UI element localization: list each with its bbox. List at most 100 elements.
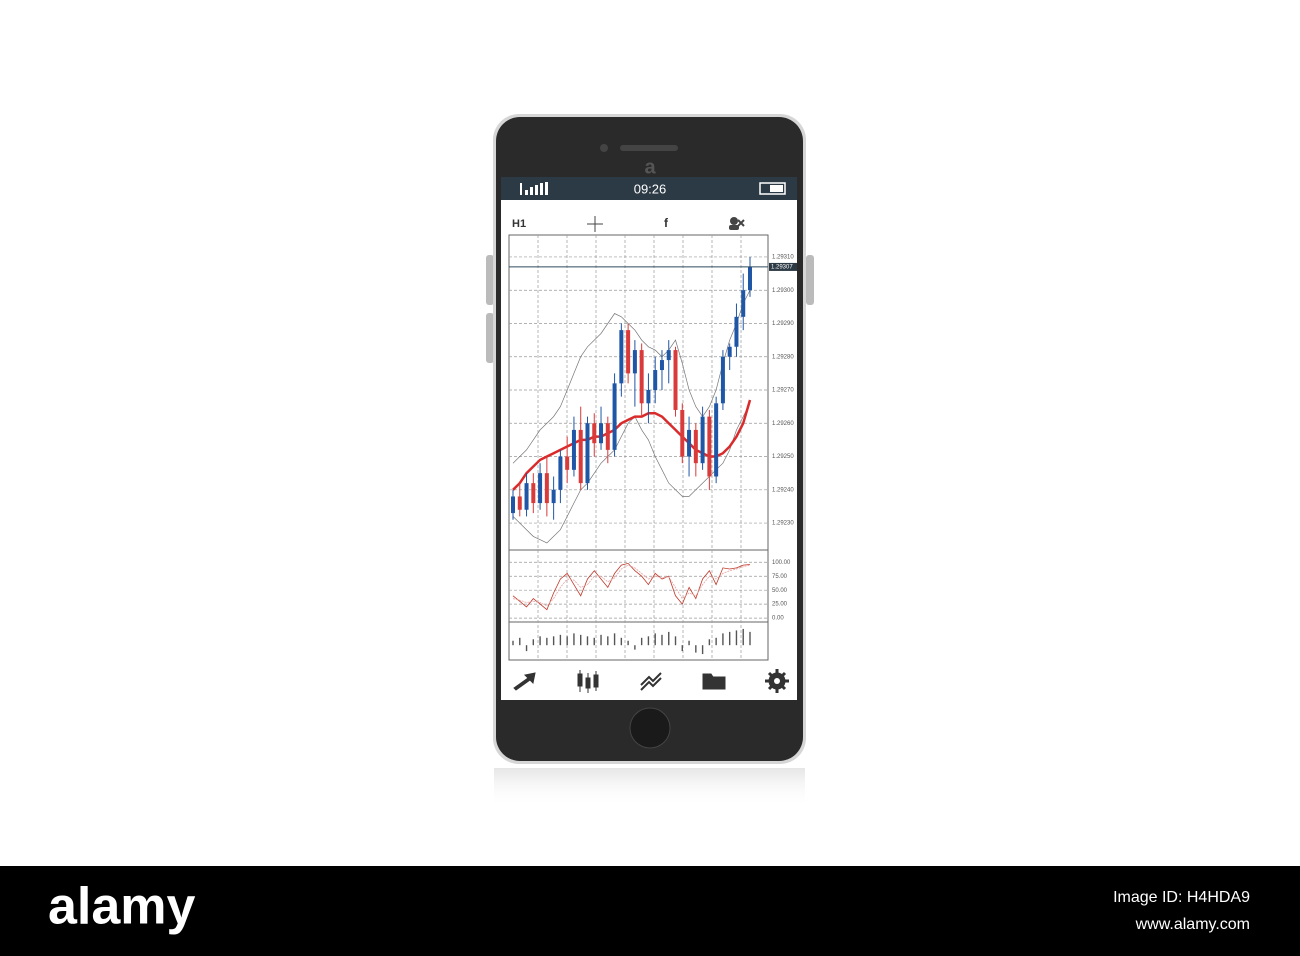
chart-frame bbox=[508, 234, 769, 661]
y-tick-label: 1.29250 bbox=[772, 454, 794, 460]
y-tick-label: 1.29240 bbox=[772, 487, 794, 493]
band-line bbox=[512, 290, 751, 464]
histogram-bar bbox=[722, 633, 724, 646]
histogram-bar bbox=[539, 636, 541, 646]
histogram-bar bbox=[627, 640, 629, 646]
candle-body bbox=[707, 416, 712, 477]
candle-body bbox=[727, 346, 732, 357]
candle-body bbox=[687, 429, 692, 457]
candle-body bbox=[558, 456, 563, 490]
candle-body bbox=[741, 290, 746, 317]
folder-button[interactable] bbox=[702, 673, 726, 690]
oscillator-tick-label: 100.00 bbox=[772, 560, 791, 566]
histogram-bar bbox=[546, 637, 548, 646]
histogram-bar bbox=[688, 640, 690, 646]
brand-logo: alamy bbox=[48, 878, 196, 936]
candle-body bbox=[585, 423, 590, 484]
bottom-nav bbox=[513, 669, 789, 693]
histogram-bar bbox=[735, 630, 738, 646]
candle-body bbox=[626, 330, 631, 374]
histogram-bar bbox=[525, 645, 528, 652]
histogram-bar bbox=[600, 634, 602, 646]
indicators-button[interactable] bbox=[640, 672, 662, 691]
image-id: Image ID: H4HDA9 bbox=[1113, 889, 1250, 906]
phone-reflection bbox=[494, 768, 805, 808]
histogram-bar bbox=[661, 634, 663, 646]
site-url: www.alamy.com bbox=[1135, 916, 1250, 933]
last-price-box bbox=[769, 262, 797, 271]
speaker bbox=[620, 145, 678, 151]
histogram-bar bbox=[552, 636, 555, 646]
camera bbox=[600, 144, 608, 152]
histogram-bar bbox=[580, 634, 582, 646]
crosshair-button[interactable] bbox=[587, 216, 603, 232]
histogram-bar bbox=[573, 633, 575, 646]
histogram-bar bbox=[701, 645, 704, 655]
candle-body bbox=[720, 356, 725, 404]
candle-body bbox=[612, 383, 617, 450]
histogram-bar bbox=[708, 639, 711, 646]
histogram-bar bbox=[593, 637, 595, 646]
oscillator-tick-label: 0.00 bbox=[772, 616, 784, 622]
histogram-bar bbox=[586, 636, 589, 646]
timeframe-button[interactable]: H1 bbox=[512, 218, 526, 230]
y-tick-label: 1.29290 bbox=[772, 321, 794, 327]
histogram-bar bbox=[613, 633, 616, 646]
candle-body bbox=[632, 350, 637, 374]
phone-watermark: a bbox=[644, 156, 656, 178]
histogram-bar bbox=[512, 640, 514, 646]
chart-type-button[interactable] bbox=[577, 670, 599, 693]
candle-body bbox=[653, 370, 658, 391]
candle-body bbox=[666, 350, 671, 361]
histogram-bar bbox=[728, 631, 731, 646]
candle-body bbox=[524, 483, 529, 510]
candle-body bbox=[551, 489, 556, 504]
screen bbox=[501, 200, 797, 700]
candle-body bbox=[673, 350, 678, 410]
histogram-bar bbox=[559, 634, 562, 646]
candle-body bbox=[693, 429, 698, 464]
histogram-bar bbox=[674, 636, 677, 646]
candle-body bbox=[592, 423, 597, 444]
trade-button[interactable] bbox=[513, 672, 536, 691]
settings-button[interactable] bbox=[765, 669, 789, 693]
clock: 09:26 bbox=[634, 181, 667, 196]
candle-body bbox=[659, 360, 664, 371]
histogram-bar bbox=[640, 637, 643, 646]
candle-body bbox=[538, 473, 543, 504]
candle-body bbox=[700, 416, 705, 464]
y-tick-label: 1.29260 bbox=[772, 421, 794, 427]
battery-level bbox=[770, 185, 783, 192]
histogram-bar bbox=[519, 637, 521, 646]
side-button bbox=[486, 255, 494, 305]
account-button[interactable] bbox=[729, 217, 745, 230]
histogram-bar bbox=[634, 645, 636, 650]
watermark-band bbox=[0, 866, 1300, 956]
status-bar bbox=[501, 177, 797, 200]
battery-icon bbox=[759, 182, 786, 195]
candle-body bbox=[619, 330, 624, 384]
candle-body bbox=[599, 423, 604, 444]
side-button bbox=[486, 313, 494, 363]
candle-body bbox=[680, 409, 685, 457]
histogram-bar bbox=[681, 645, 683, 652]
candle-body bbox=[605, 423, 610, 450]
histogram-bar bbox=[668, 631, 670, 646]
oscillator-line bbox=[512, 564, 751, 607]
candle-body bbox=[565, 456, 570, 470]
oscillator-tick-label: 50.00 bbox=[772, 588, 788, 594]
oscillator-tick-label: 75.00 bbox=[772, 574, 788, 580]
indicator-button[interactable]: f bbox=[664, 216, 669, 230]
y-tick-label: 1.29300 bbox=[772, 288, 794, 294]
candle-body bbox=[714, 403, 719, 477]
y-tick-label: 1.29310 bbox=[772, 255, 794, 261]
y-tick-label: 1.29270 bbox=[772, 388, 794, 394]
histogram-bar bbox=[647, 636, 650, 646]
histogram-bar bbox=[742, 628, 744, 646]
last-price-label: 1.29307 bbox=[771, 265, 793, 271]
candle-body bbox=[646, 390, 651, 404]
home-button[interactable] bbox=[629, 707, 671, 749]
histogram-bar bbox=[749, 631, 751, 646]
candle-body bbox=[517, 496, 522, 510]
histogram-bar bbox=[532, 639, 535, 646]
